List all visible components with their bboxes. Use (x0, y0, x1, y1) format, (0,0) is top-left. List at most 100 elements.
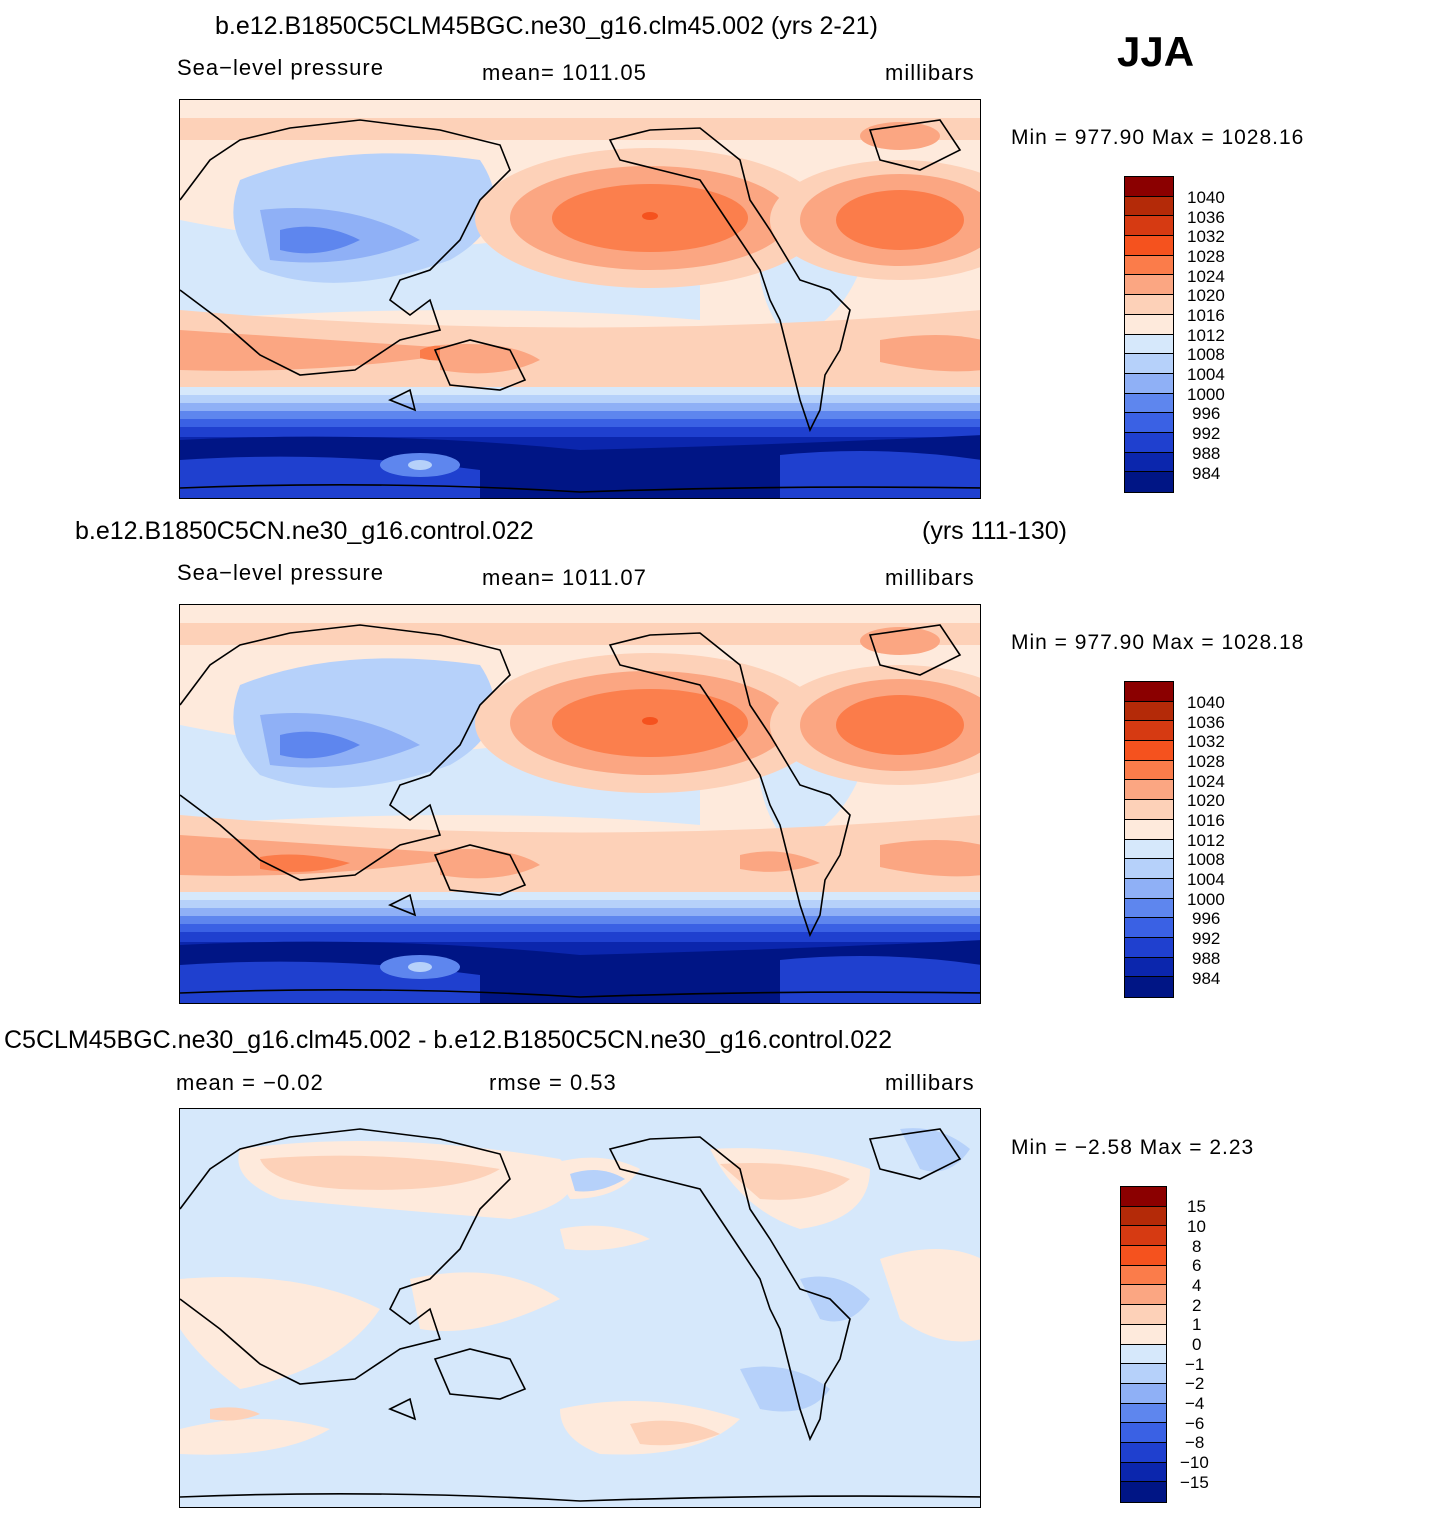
colorbar-swatch (1125, 196, 1173, 217)
colorbar-label: 1028 (1187, 752, 1225, 771)
panel2-mean-label: mean= 1011.07 (482, 565, 647, 590)
colorbar-swatch (1121, 1344, 1166, 1365)
colorbar-swatch (1125, 432, 1173, 453)
colorbar-label: 984 (1192, 464, 1221, 483)
colorbar-label: −1 (1185, 1355, 1205, 1374)
colorbar-swatch (1125, 452, 1173, 473)
colorbar-swatch (1125, 177, 1173, 197)
colorbar-label: 1036 (1187, 713, 1225, 732)
colorbar-swatch (1125, 839, 1173, 860)
panel2-title: b.e12.B1850C5CN.ne30_g16.control.022 (75, 517, 534, 545)
colorbar-label: 1032 (1187, 227, 1225, 246)
panel1-variable-label: Sea−level pressure (177, 55, 384, 80)
colorbar-label: 1000 (1187, 385, 1225, 404)
colorbar-swatch (1125, 721, 1173, 742)
colorbar-swatch (1121, 1324, 1166, 1345)
colorbar-swatch (1125, 216, 1173, 237)
panel3-contour-field (180, 1109, 980, 1507)
panel2-colorbar (1124, 681, 1174, 998)
colorbar-swatch (1125, 334, 1173, 355)
panel2-variable-label: Sea−level pressure (177, 560, 384, 585)
colorbar-swatch (1125, 472, 1173, 492)
colorbar-swatch (1121, 1462, 1166, 1483)
colorbar-swatch (1125, 295, 1173, 315)
panel1-mean-label: mean= 1011.05 (482, 60, 647, 85)
colorbar-swatch (1125, 957, 1173, 978)
colorbar-swatch (1121, 1187, 1166, 1207)
panel3-title: C5CLM45BGC.ne30_g16.clm45.002 - b.e12.B1… (4, 1026, 893, 1054)
panel3-colorbar (1120, 1186, 1167, 1503)
colorbar-swatch (1125, 236, 1173, 256)
colorbar-swatch (1121, 1246, 1166, 1266)
colorbar-label: 996 (1192, 909, 1221, 928)
colorbar-swatch (1121, 1383, 1166, 1404)
colorbar-label: 1012 (1187, 831, 1225, 850)
colorbar-swatch (1125, 819, 1173, 840)
colorbar-swatch (1125, 760, 1173, 781)
colorbar-swatch (1125, 682, 1173, 702)
colorbar-swatch (1125, 741, 1173, 761)
colorbar-label: 988 (1192, 949, 1221, 968)
colorbar-swatch (1121, 1482, 1166, 1502)
colorbar-label: 1 (1192, 1315, 1202, 1334)
panel1-units-label: millibars (885, 60, 975, 85)
panel2-minmax-label: Min = 977.90 Max = 1028.18 (1011, 631, 1305, 654)
panel2-units-label: millibars (885, 565, 975, 590)
colorbar-swatch (1121, 1285, 1166, 1306)
colorbar-label: 1024 (1187, 267, 1225, 286)
colorbar-label: −15 (1180, 1473, 1209, 1492)
colorbar-label: 988 (1192, 444, 1221, 463)
colorbar-swatch (1121, 1206, 1166, 1227)
colorbar-swatch (1125, 898, 1173, 919)
colorbar-label: 992 (1192, 424, 1221, 443)
panel2-years-label: (yrs 111-130) (922, 517, 1067, 545)
colorbar-label: 1024 (1187, 772, 1225, 791)
colorbar-swatch (1125, 413, 1173, 433)
panel1-contour-field (180, 100, 980, 498)
panel3-minmax-label: Min = −2.58 Max = 2.23 (1011, 1136, 1255, 1159)
panel2-map (179, 604, 981, 1004)
panel2-contour-field (180, 605, 980, 1003)
colorbar-swatch (1121, 1265, 1166, 1286)
colorbar-swatch (1125, 354, 1173, 374)
colorbar-swatch (1121, 1442, 1166, 1463)
colorbar-label: 984 (1192, 969, 1221, 988)
colorbar-label: 1008 (1187, 345, 1225, 364)
colorbar-label: 1004 (1187, 870, 1225, 889)
colorbar-label: 1040 (1187, 188, 1225, 207)
colorbar-label: 15 (1187, 1197, 1206, 1216)
colorbar-swatch (1121, 1364, 1166, 1384)
colorbar-label: 996 (1192, 404, 1221, 423)
colorbar-label: 1000 (1187, 890, 1225, 909)
colorbar-label: 6 (1192, 1256, 1202, 1275)
colorbar-swatch (1125, 800, 1173, 820)
colorbar-label: 1028 (1187, 247, 1225, 266)
colorbar-label: −6 (1185, 1414, 1205, 1433)
colorbar-label: 1008 (1187, 850, 1225, 869)
colorbar-label: 1016 (1187, 811, 1225, 830)
colorbar-label: 1012 (1187, 326, 1225, 345)
colorbar-swatch (1125, 937, 1173, 958)
colorbar-label: 992 (1192, 929, 1221, 948)
colorbar-swatch (1121, 1403, 1166, 1424)
colorbar-swatch (1121, 1305, 1166, 1325)
colorbar-label: 0 (1192, 1335, 1202, 1354)
colorbar-label: −2 (1185, 1374, 1205, 1393)
colorbar-label: 1020 (1187, 286, 1225, 305)
colorbar-swatch (1121, 1423, 1166, 1443)
colorbar-label: 1020 (1187, 791, 1225, 810)
colorbar-label: 8 (1192, 1237, 1202, 1256)
colorbar-swatch (1125, 977, 1173, 997)
colorbar-swatch (1125, 780, 1173, 801)
colorbar-swatch (1125, 255, 1173, 276)
colorbar-label: 1016 (1187, 306, 1225, 325)
panel1-minmax-label: Min = 977.90 Max = 1028.16 (1011, 126, 1305, 149)
panel3-rmse-label: rmse = 0.53 (489, 1070, 617, 1095)
colorbar-swatch (1121, 1226, 1166, 1247)
colorbar-swatch (1125, 393, 1173, 414)
colorbar-label: −10 (1180, 1453, 1209, 1472)
colorbar-label: 1036 (1187, 208, 1225, 227)
colorbar-swatch (1125, 373, 1173, 394)
panel1-colorbar (1124, 176, 1174, 493)
panel3-mean-label: mean = −0.02 (176, 1070, 324, 1095)
